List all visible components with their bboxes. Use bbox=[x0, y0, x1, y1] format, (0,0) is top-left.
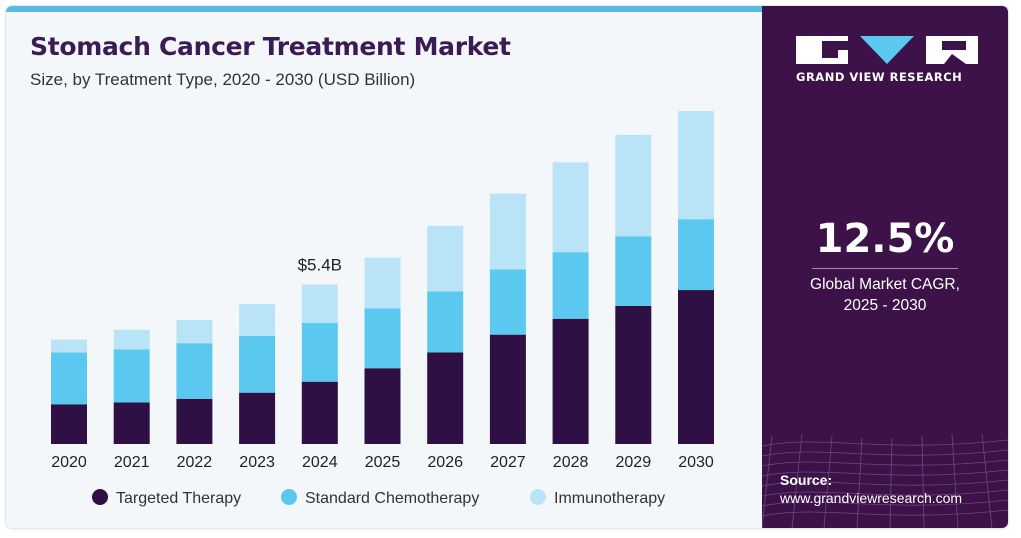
legend-swatch-immunotherapy bbox=[530, 489, 546, 505]
legend-swatch-targeted-therapy bbox=[92, 489, 108, 505]
bar-targeted-therapy-2020 bbox=[51, 404, 87, 444]
bar-immunotherapy-2028 bbox=[552, 162, 589, 253]
bar-standard-chemotherapy-2029 bbox=[615, 236, 652, 306]
data-label-2024: $5.4B bbox=[298, 256, 342, 275]
logo-text: GRAND VIEW RESEARCH bbox=[796, 70, 963, 84]
source-label: Source: bbox=[780, 472, 833, 488]
bar-targeted-therapy-2025 bbox=[364, 368, 401, 444]
bar-standard-chemotherapy-2024 bbox=[301, 323, 338, 382]
legend-swatch-standard-chemotherapy bbox=[281, 489, 297, 505]
bar-immunotherapy-2027 bbox=[489, 193, 526, 270]
divider bbox=[812, 268, 958, 269]
x-tick-label-2030: 2030 bbox=[678, 454, 714, 471]
x-tick-label-2024: 2024 bbox=[302, 454, 338, 471]
sidebar: GRAND VIEW RESEARCH 12.5% Global Market … bbox=[762, 6, 1008, 528]
bar-immunotherapy-2026 bbox=[427, 225, 464, 292]
x-tick-label-2023: 2023 bbox=[239, 454, 275, 471]
bar-standard-chemotherapy-2027 bbox=[489, 269, 526, 335]
bar-targeted-therapy-2030 bbox=[678, 290, 714, 444]
bar-targeted-therapy-2022 bbox=[176, 398, 213, 444]
bar-targeted-therapy-2027 bbox=[489, 334, 526, 444]
bar-targeted-therapy-2023 bbox=[239, 392, 276, 444]
legend-label-targeted-therapy: Targeted Therapy bbox=[116, 490, 241, 507]
decorative-wave-graphic bbox=[762, 433, 1008, 528]
x-tick-label-2028: 2028 bbox=[553, 454, 589, 471]
stacked-bar-chart: 2020 2021 2022 2023 2024 2025 2026 2027 2028 2029… bbox=[51, 111, 714, 507]
x-tick-label-2029: 2029 bbox=[616, 454, 652, 471]
bar-targeted-therapy-2021 bbox=[113, 402, 150, 444]
x-tick-label-2027: 2027 bbox=[490, 454, 526, 471]
bar-immunotherapy-2024 bbox=[301, 284, 338, 324]
bar-standard-chemotherapy-2020 bbox=[51, 352, 87, 405]
bar-standard-chemotherapy-2026 bbox=[427, 291, 464, 353]
cagr-label: Global Market CAGR, 2025 - 2030 bbox=[762, 274, 1008, 316]
bar-standard-chemotherapy-2030 bbox=[678, 219, 714, 291]
x-tick-label-2021: 2021 bbox=[114, 454, 150, 471]
cagr-value: 12.5% bbox=[815, 216, 955, 262]
bar-immunotherapy-2023 bbox=[239, 304, 276, 336]
x-tick-label-2022: 2022 bbox=[177, 454, 213, 471]
bar-targeted-therapy-2026 bbox=[427, 352, 464, 444]
bar-immunotherapy-2025 bbox=[364, 257, 401, 309]
bar-standard-chemotherapy-2025 bbox=[364, 308, 401, 369]
bar-immunotherapy-2030 bbox=[678, 111, 714, 220]
bar-standard-chemotherapy-2022 bbox=[176, 343, 213, 399]
grand-view-research-logo-icon bbox=[796, 36, 978, 64]
source-block: Source: www.grandviewresearch.com bbox=[780, 472, 962, 506]
bar-immunotherapy-2029 bbox=[615, 134, 652, 237]
source-url[interactable]: www.grandviewresearch.com bbox=[780, 490, 963, 506]
bar-standard-chemotherapy-2028 bbox=[552, 252, 589, 319]
bar-immunotherapy-2020 bbox=[51, 339, 87, 353]
cagr-label-line1: Global Market CAGR, bbox=[810, 276, 960, 293]
chart-title: Stomach Cancer Treatment Market bbox=[30, 32, 511, 61]
chart-panel: Stomach Cancer Treatment Market Size, by… bbox=[6, 6, 762, 528]
x-tick-label-2025: 2025 bbox=[365, 454, 401, 471]
x-tick-label-2020: 2020 bbox=[51, 454, 87, 471]
bar-immunotherapy-2022 bbox=[176, 319, 213, 344]
x-tick-label-2026: 2026 bbox=[427, 454, 463, 471]
bar-targeted-therapy-2028 bbox=[552, 318, 589, 444]
bar-standard-chemotherapy-2021 bbox=[113, 349, 150, 403]
infographic-card: Stomach Cancer Treatment Market Size, by… bbox=[6, 6, 1008, 528]
legend-label-immunotherapy: Immunotherapy bbox=[554, 490, 665, 507]
accent-strip bbox=[6, 6, 762, 12]
bar-targeted-therapy-2029 bbox=[615, 305, 652, 444]
bar-standard-chemotherapy-2023 bbox=[239, 335, 276, 393]
brand-logo: GRAND VIEW RESEARCH bbox=[796, 36, 978, 84]
legend-label-standard-chemotherapy: Standard Chemotherapy bbox=[305, 490, 479, 507]
bar-targeted-therapy-2024 bbox=[301, 381, 338, 444]
bar-immunotherapy-2021 bbox=[113, 329, 150, 350]
cagr-label-line2: 2025 - 2030 bbox=[843, 297, 927, 314]
chart-subtitle: Size, by Treatment Type, 2020 - 2030 (US… bbox=[30, 70, 416, 89]
